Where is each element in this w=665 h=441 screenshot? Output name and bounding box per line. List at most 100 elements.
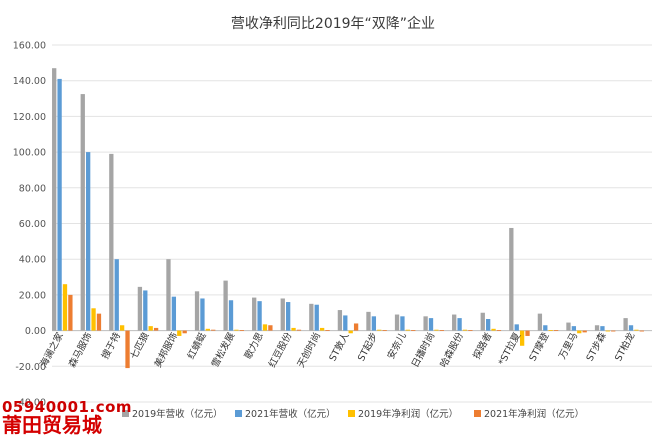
bar xyxy=(114,259,119,331)
bar xyxy=(96,313,102,331)
legend-label: 2021年净利润（亿元） xyxy=(484,408,584,420)
bar xyxy=(639,330,644,332)
bar xyxy=(223,280,228,331)
bar xyxy=(434,329,439,331)
bar xyxy=(411,330,416,331)
legend-swatch xyxy=(348,410,355,417)
bar xyxy=(600,326,605,331)
bar xyxy=(405,329,410,331)
y-tick-label: 120.00 xyxy=(13,112,46,123)
bar xyxy=(166,259,171,331)
bar xyxy=(137,286,143,331)
legend-swatch xyxy=(122,410,129,417)
bar xyxy=(496,330,502,331)
bar xyxy=(423,316,428,331)
bar xyxy=(314,304,319,331)
bar xyxy=(125,330,130,369)
bar xyxy=(177,330,182,336)
bar xyxy=(57,78,62,331)
bar xyxy=(371,316,377,331)
bar xyxy=(296,329,302,331)
legend-swatch xyxy=(235,410,242,417)
bar xyxy=(194,291,200,331)
bar xyxy=(343,315,348,331)
bar xyxy=(286,302,291,331)
y-tick-label: -20.00 xyxy=(15,362,46,373)
bar xyxy=(239,330,244,331)
bar xyxy=(548,330,553,331)
bar xyxy=(519,330,525,346)
legend-label: 2021年营收（亿元） xyxy=(245,408,336,420)
bar xyxy=(634,329,639,331)
bar xyxy=(171,296,177,331)
bar xyxy=(182,330,187,334)
bar xyxy=(462,329,468,331)
bar xyxy=(325,330,330,331)
bar xyxy=(486,319,491,331)
bar xyxy=(605,330,610,332)
bar xyxy=(143,290,148,331)
y-tick-label: 20.00 xyxy=(19,290,46,301)
bar xyxy=(211,329,216,331)
bar xyxy=(309,303,314,331)
bar xyxy=(543,325,548,331)
bar xyxy=(119,325,125,331)
bar xyxy=(514,324,519,331)
bar xyxy=(353,323,359,331)
bar xyxy=(566,322,571,331)
bar xyxy=(452,314,457,331)
bar xyxy=(400,316,405,331)
y-tick-label: 40.00 xyxy=(19,255,46,266)
y-tick-label: 140.00 xyxy=(13,76,46,87)
bar xyxy=(52,68,57,331)
bar xyxy=(319,327,325,331)
bar xyxy=(582,330,587,333)
bar xyxy=(611,330,616,332)
bar xyxy=(428,318,434,331)
chart-title: 营收净利同比2019年“双降”企业 xyxy=(231,15,435,32)
y-tick-label: 80.00 xyxy=(19,183,46,194)
watermark: 05940001.com 莆田贸易城 xyxy=(2,398,132,437)
legend-label: 2019年净利润（亿元） xyxy=(358,408,458,420)
bar xyxy=(257,301,262,331)
bar xyxy=(439,330,444,331)
bar xyxy=(86,152,91,331)
bar xyxy=(62,284,68,331)
legend: 2019年营收（亿元） 2021年营收（亿元） 2019年净利润（亿元） 2021年净… xyxy=(122,408,584,420)
bar xyxy=(291,327,296,331)
y-tick-label: -40.00 xyxy=(15,398,46,409)
watermark-name: 莆田贸易城 xyxy=(2,413,102,437)
bar xyxy=(200,298,205,331)
bar xyxy=(280,298,285,331)
bar xyxy=(571,326,577,331)
bar xyxy=(525,330,530,336)
bar xyxy=(537,313,543,331)
bar xyxy=(457,318,462,331)
bar xyxy=(366,311,371,331)
y-tick-label: 60.00 xyxy=(19,219,46,230)
bar xyxy=(337,310,343,331)
bar xyxy=(91,308,96,331)
bar xyxy=(68,294,73,331)
bar xyxy=(553,330,559,331)
bars xyxy=(52,68,644,369)
bar xyxy=(468,330,473,331)
bar xyxy=(252,297,257,331)
bar xyxy=(262,324,268,331)
bar xyxy=(394,314,400,331)
bar xyxy=(509,227,514,331)
bar xyxy=(491,328,496,331)
bar xyxy=(109,153,114,331)
bar xyxy=(234,329,239,331)
bar xyxy=(594,325,600,331)
bar xyxy=(382,330,387,331)
bar xyxy=(268,325,273,331)
legend-swatch xyxy=(474,410,481,417)
bar xyxy=(628,325,634,331)
bar xyxy=(228,300,234,331)
y-axis: 160.00 140.00 120.00 100.00 80.00 60.00 40.00 2… xyxy=(13,41,46,409)
y-tick-label: 100.00 xyxy=(13,148,46,159)
